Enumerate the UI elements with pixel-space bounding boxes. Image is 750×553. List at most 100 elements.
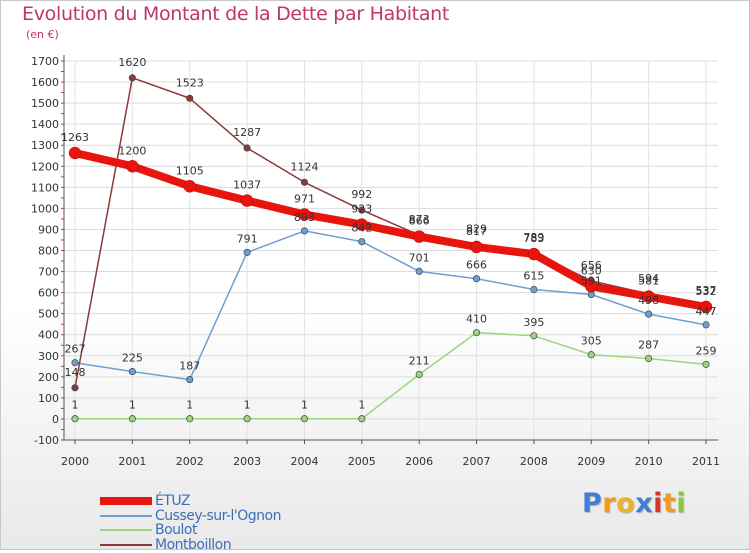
data-point bbox=[298, 208, 311, 221]
brand-letter: P bbox=[582, 488, 603, 519]
data-label: 225 bbox=[122, 352, 143, 365]
data-point bbox=[702, 360, 710, 368]
data-point bbox=[71, 415, 79, 423]
data-point bbox=[699, 300, 713, 314]
y-tick-label: -100 bbox=[34, 434, 59, 447]
y-tick-label: 1600 bbox=[31, 76, 59, 89]
legend-item: Boulot bbox=[100, 522, 360, 538]
x-tick-label: 2003 bbox=[233, 455, 261, 468]
data-label: 1200 bbox=[118, 144, 146, 157]
data-point bbox=[128, 74, 136, 82]
data-label: 591 bbox=[581, 275, 602, 288]
data-point bbox=[585, 280, 598, 293]
legend-swatch bbox=[100, 497, 152, 506]
legend-item: ÉTUZ bbox=[100, 493, 360, 509]
y-tick-label: 1100 bbox=[31, 181, 59, 194]
legend-swatch bbox=[100, 543, 152, 546]
data-point bbox=[412, 230, 426, 243]
x-tick-label: 2011 bbox=[692, 455, 720, 468]
data-point bbox=[243, 248, 251, 256]
data-label: 594 bbox=[638, 272, 659, 285]
data-point bbox=[71, 359, 79, 367]
series-line-2 bbox=[74, 331, 707, 420]
data-point bbox=[472, 329, 481, 337]
legend-label: Boulot bbox=[155, 522, 198, 538]
data-label: 1263 bbox=[61, 131, 89, 144]
x-tick-label: 2008 bbox=[520, 455, 548, 468]
x-tick-label: 2000 bbox=[61, 455, 89, 468]
data-point bbox=[186, 376, 194, 384]
data-label: 1 bbox=[129, 399, 136, 412]
data-label: 701 bbox=[409, 251, 430, 264]
y-tick-label: 1200 bbox=[31, 160, 59, 173]
y-tick-label: 1700 bbox=[31, 55, 59, 68]
data-label: 1 bbox=[358, 399, 365, 412]
data-point bbox=[415, 370, 423, 379]
brand-letter: x bbox=[635, 488, 654, 519]
data-label: 866 bbox=[409, 215, 430, 228]
data-point bbox=[126, 160, 139, 173]
data-point bbox=[71, 384, 79, 392]
data-label: 873 bbox=[409, 213, 430, 226]
data-point bbox=[128, 415, 136, 423]
data-label: 305 bbox=[581, 335, 602, 348]
data-point bbox=[415, 267, 423, 275]
y-tick-label: 0 bbox=[52, 413, 59, 426]
data-label: 971 bbox=[294, 192, 315, 205]
y-tick-label: 800 bbox=[38, 245, 59, 258]
chart-title: Evolution du Montant de la Dette par Hab… bbox=[22, 3, 450, 25]
data-point bbox=[645, 354, 653, 363]
data-point bbox=[183, 180, 196, 193]
data-label: 537 bbox=[696, 284, 717, 297]
y-tick-label: 400 bbox=[38, 329, 59, 342]
data-label: 410 bbox=[466, 313, 487, 326]
data-point bbox=[530, 285, 538, 294]
data-label: 1 bbox=[301, 399, 308, 412]
y-tick-label: 100 bbox=[38, 392, 59, 405]
series-line-1 bbox=[74, 230, 707, 381]
legend-swatch bbox=[100, 514, 152, 517]
data-label: 992 bbox=[351, 188, 372, 201]
data-point bbox=[358, 415, 366, 423]
data-label: 1 bbox=[72, 399, 79, 412]
y-tick-label: 200 bbox=[38, 371, 59, 384]
data-point bbox=[243, 144, 251, 152]
data-label: 1105 bbox=[176, 164, 204, 177]
data-label: 1287 bbox=[233, 126, 261, 139]
data-point bbox=[527, 247, 541, 261]
data-label: 581 bbox=[638, 275, 659, 288]
data-label: 783 bbox=[523, 232, 544, 245]
data-point bbox=[530, 332, 538, 340]
y-tick-label: 600 bbox=[38, 287, 59, 300]
data-point bbox=[68, 146, 82, 160]
data-label: 532 bbox=[696, 285, 717, 298]
brand-letter: o bbox=[616, 488, 636, 519]
data-point bbox=[358, 238, 366, 246]
data-label: 656 bbox=[581, 259, 602, 272]
data-label: 447 bbox=[696, 305, 717, 318]
data-label: 829 bbox=[466, 222, 487, 235]
legend-item: Montboillon bbox=[100, 537, 360, 553]
brand-letter: i bbox=[653, 488, 663, 519]
proxiti-logo: Proxiti bbox=[582, 488, 686, 519]
data-point bbox=[355, 218, 369, 231]
y-tick-label: 1500 bbox=[31, 97, 59, 110]
data-label: 842 bbox=[351, 222, 372, 235]
data-point bbox=[358, 206, 366, 214]
y-tick-label: 500 bbox=[38, 308, 59, 321]
data-label: 498 bbox=[638, 294, 659, 307]
data-label: 1124 bbox=[290, 160, 318, 173]
legend-label: ÉTUZ bbox=[155, 493, 191, 509]
data-point bbox=[300, 227, 309, 235]
x-tick-label: 2004 bbox=[290, 455, 318, 468]
data-point bbox=[702, 321, 710, 329]
data-point bbox=[128, 368, 136, 376]
legend-item: Cussey-sur-l'Ognon bbox=[100, 508, 360, 524]
y-tick-label: 1300 bbox=[31, 139, 59, 152]
data-label: 615 bbox=[523, 269, 544, 282]
data-point bbox=[186, 415, 194, 423]
legend: ÉTUZ Cussey-sur-l'Ognon Boulot Montboillon bbox=[100, 493, 360, 553]
y-tick-label: 900 bbox=[38, 223, 59, 236]
